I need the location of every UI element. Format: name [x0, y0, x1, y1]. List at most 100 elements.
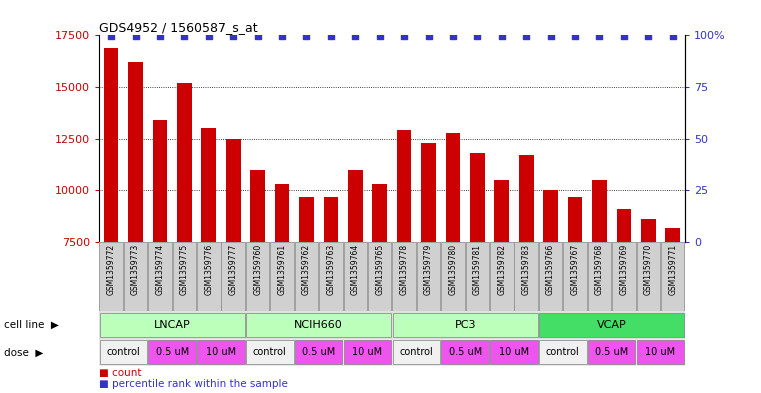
Text: GSM1359781: GSM1359781 [473, 244, 482, 295]
Bar [128, 62, 143, 393]
Text: GDS4952 / 1560587_s_at: GDS4952 / 1560587_s_at [99, 21, 257, 34]
Bar [490, 340, 538, 364]
Text: GSM1359772: GSM1359772 [107, 244, 116, 295]
Bar [543, 190, 558, 393]
Bar [519, 155, 533, 393]
Text: ■ count: ■ count [99, 368, 142, 378]
Point [349, 33, 361, 40]
Bar [246, 340, 294, 364]
Text: GSM1359770: GSM1359770 [644, 244, 653, 296]
Text: control: control [253, 347, 287, 357]
Text: GSM1359771: GSM1359771 [668, 244, 677, 295]
Bar [539, 340, 587, 364]
Text: GSM1359779: GSM1359779 [424, 244, 433, 296]
Bar [124, 242, 148, 311]
Bar [393, 340, 440, 364]
Bar [246, 242, 269, 311]
Bar [177, 83, 192, 393]
Bar [246, 313, 391, 337]
Text: LNCAP: LNCAP [154, 320, 190, 330]
Text: GSM1359765: GSM1359765 [375, 244, 384, 296]
Bar [348, 170, 362, 393]
Text: GSM1359782: GSM1359782 [497, 244, 506, 295]
Point [105, 33, 117, 40]
Text: control: control [546, 347, 580, 357]
Point [495, 33, 508, 40]
Text: GSM1359773: GSM1359773 [131, 244, 140, 296]
Bar [197, 242, 221, 311]
Text: GSM1359760: GSM1359760 [253, 244, 262, 296]
Bar [221, 242, 245, 311]
Bar [100, 340, 147, 364]
Text: 0.5 uM: 0.5 uM [302, 347, 336, 357]
Bar [344, 340, 391, 364]
Bar [539, 313, 684, 337]
Text: GSM1359783: GSM1359783 [522, 244, 530, 295]
Text: GSM1359776: GSM1359776 [204, 244, 213, 296]
Text: GSM1359764: GSM1359764 [351, 244, 360, 296]
Bar [422, 143, 436, 393]
Point [178, 33, 190, 40]
Bar [592, 180, 607, 393]
Text: GSM1359761: GSM1359761 [278, 244, 287, 295]
Text: GSM1359780: GSM1359780 [448, 244, 457, 295]
Bar [665, 228, 680, 393]
Bar [173, 242, 196, 311]
Point [642, 33, 654, 40]
Bar [641, 219, 656, 393]
Point [471, 33, 483, 40]
Bar [100, 313, 245, 337]
Bar [396, 130, 412, 393]
Bar [148, 340, 196, 364]
Bar [323, 196, 338, 393]
Bar [295, 242, 318, 311]
Point [520, 33, 532, 40]
Text: VCAP: VCAP [597, 320, 626, 330]
Bar [539, 242, 562, 311]
Point [202, 33, 215, 40]
Text: GSM1359762: GSM1359762 [302, 244, 311, 295]
Text: GSM1359777: GSM1359777 [229, 244, 237, 296]
Text: 0.5 uM: 0.5 uM [448, 347, 482, 357]
Point [129, 33, 142, 40]
Bar [393, 242, 416, 311]
Bar [226, 139, 240, 393]
Bar [417, 242, 441, 311]
Text: cell line  ▶: cell line ▶ [4, 320, 59, 330]
Text: GSM1359778: GSM1359778 [400, 244, 409, 295]
Bar [587, 242, 611, 311]
Bar [299, 196, 314, 393]
Bar [295, 340, 342, 364]
Text: PC3: PC3 [454, 320, 476, 330]
Point [398, 33, 410, 40]
Text: dose  ▶: dose ▶ [4, 347, 43, 357]
Point [667, 33, 679, 40]
Bar [612, 242, 635, 311]
Point [276, 33, 288, 40]
Bar [568, 196, 582, 393]
Bar [197, 340, 245, 364]
Text: 10 uM: 10 uM [645, 347, 676, 357]
Bar [636, 242, 660, 311]
Point [618, 33, 630, 40]
Bar [100, 242, 123, 311]
Bar [250, 170, 265, 393]
Point [325, 33, 337, 40]
Bar [470, 153, 485, 393]
Bar [270, 242, 294, 311]
Text: ■ percentile rank within the sample: ■ percentile rank within the sample [99, 380, 288, 389]
Bar [368, 242, 391, 311]
Text: GSM1359767: GSM1359767 [571, 244, 580, 296]
Text: control: control [107, 347, 140, 357]
Bar [563, 242, 587, 311]
Bar [372, 184, 387, 393]
Point [252, 33, 264, 40]
Point [447, 33, 459, 40]
Bar [103, 48, 119, 393]
Bar [319, 242, 342, 311]
Bar [661, 242, 684, 311]
Text: GSM1359768: GSM1359768 [595, 244, 604, 295]
Text: control: control [400, 347, 433, 357]
Point [569, 33, 581, 40]
Bar [343, 242, 367, 311]
